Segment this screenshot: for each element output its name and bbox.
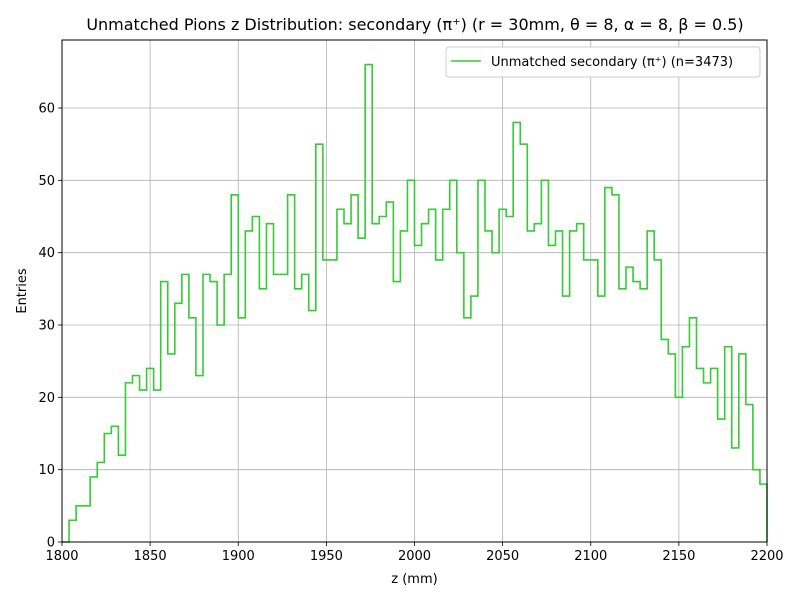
x-tick-label: 2100 — [574, 549, 607, 564]
legend: Unmatched secondary (π⁺) (n=3473) — [445, 46, 761, 78]
x-tick-label: 2000 — [398, 549, 431, 564]
grid-lines — [61, 40, 768, 543]
y-tick-label: 10 — [38, 463, 55, 478]
x-tick-label: 2200 — [750, 549, 783, 564]
y-axis-ticks: 0 10 20 30 40 50 60 — [38, 101, 62, 551]
y-tick-label: 0 — [47, 536, 55, 551]
chart-title: Unmatched Pions z Distribution: secondar… — [86, 15, 743, 34]
legend-box — [445, 46, 761, 78]
legend-label: Unmatched secondary (π⁺) (n=3473) — [491, 55, 733, 70]
y-tick-label: 40 — [38, 246, 55, 261]
x-axis-ticks: 1800 1850 1900 1950 2000 2050 2100 2150 2200 — [45, 542, 784, 564]
x-tick-label: 1800 — [45, 549, 78, 564]
x-axis-label: z (mm) — [391, 572, 437, 587]
y-tick-label: 20 — [38, 391, 55, 406]
y-tick-label: 30 — [38, 318, 55, 333]
y-axis-label: Entries — [15, 268, 30, 314]
series-step-line — [62, 63, 768, 543]
x-tick-label: 1850 — [134, 549, 167, 564]
x-tick-label: 1950 — [310, 549, 343, 564]
y-tick-label: 60 — [38, 101, 55, 116]
y-tick-label: 50 — [38, 174, 55, 189]
x-tick-label: 2050 — [486, 549, 519, 564]
x-tick-label: 2150 — [662, 549, 695, 564]
x-tick-label: 1900 — [222, 549, 255, 564]
